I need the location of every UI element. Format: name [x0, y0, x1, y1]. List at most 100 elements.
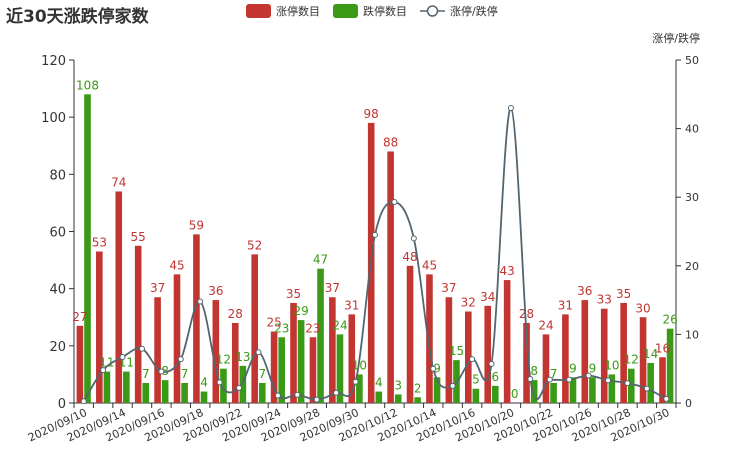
down-bar — [414, 397, 421, 403]
y2-tick-label: 10 — [685, 328, 699, 341]
up-bar-label: 32 — [461, 296, 476, 310]
ratio-point — [546, 376, 553, 383]
legend-item[interactable]: 跌停数目 — [333, 4, 407, 18]
up-bar — [96, 251, 103, 403]
up-bar-label: 31 — [558, 298, 573, 312]
down-bar — [84, 94, 91, 404]
down-bar-label: 3 — [394, 378, 402, 392]
y-tick-label: 0 — [58, 397, 66, 412]
ratio-point — [566, 376, 573, 383]
ratio-point — [138, 345, 145, 352]
up-bar — [134, 245, 142, 403]
down-bar — [142, 382, 150, 403]
up-bar-label: 31 — [344, 298, 359, 312]
down-bar-label: 10 — [352, 358, 367, 372]
ratio-point — [372, 231, 378, 238]
up-bar — [406, 265, 414, 403]
up-bar — [348, 314, 356, 403]
down-bar-label: 11 — [99, 356, 114, 370]
ratio-point — [449, 382, 456, 389]
up-bar — [251, 254, 258, 403]
y2-tick-label: 0 — [685, 397, 692, 410]
down-bar-label: 108 — [76, 78, 99, 92]
down-bar-label: 47 — [313, 253, 328, 267]
ratio-point — [197, 298, 204, 305]
ratio-point — [488, 360, 495, 367]
up-bar-label: 28 — [228, 307, 243, 321]
down-bar — [297, 320, 305, 403]
y2-axis-title: 涨停/跌停 — [652, 31, 700, 45]
ratio-point — [80, 398, 87, 405]
y2-tick-label: 30 — [685, 191, 699, 204]
legend-item[interactable]: 涨停数目 — [246, 4, 320, 18]
up-bar-label: 35 — [286, 287, 301, 301]
up-bar-label: 59 — [189, 218, 204, 232]
down-bar — [608, 374, 616, 403]
up-bar-label: 45 — [422, 258, 437, 272]
up-bar-label: 30 — [635, 301, 650, 315]
up-bar-label: 37 — [150, 281, 165, 295]
y-tick-label: 60 — [49, 226, 66, 241]
ratio-point — [100, 367, 107, 374]
up-bar — [76, 325, 84, 403]
y-tick-label: 120 — [41, 54, 66, 69]
down-bar-label: 14 — [643, 347, 658, 361]
down-bar-label: 0 — [511, 387, 519, 401]
up-bar — [542, 334, 550, 403]
legend-marker — [426, 5, 439, 17]
legend[interactable]: 涨停数目 跌停数目 涨停/跌停 — [246, 4, 498, 18]
down-bar-label: 4 — [200, 376, 208, 390]
ratio-point — [507, 105, 514, 112]
up-bar-label: 45 — [169, 258, 184, 272]
ratio-line — [82, 107, 667, 402]
down-bar — [394, 394, 402, 403]
down-bar — [336, 334, 344, 403]
up-bar-label: 37 — [441, 281, 456, 295]
up-bar-label: 24 — [538, 318, 553, 332]
up-bar-label: 23 — [305, 321, 320, 335]
down-bar-label: 6 — [491, 370, 499, 384]
y2-tick-label: 50 — [685, 54, 699, 67]
down-bar-label: 29 — [293, 304, 308, 318]
down-bar-label: 13 — [235, 350, 250, 364]
up-bar — [193, 234, 200, 403]
ratio-point — [236, 384, 243, 391]
up-bar — [426, 274, 433, 403]
up-bar — [329, 297, 336, 403]
up-bar-label: 36 — [577, 284, 592, 298]
down-bar-label: 8 — [530, 364, 538, 378]
up-bar — [581, 300, 589, 403]
up-bar-label: 48 — [402, 250, 417, 264]
legend-label: 跌停数目 — [363, 4, 407, 18]
up-bar-label: 33 — [597, 293, 612, 307]
up-bar — [484, 305, 492, 403]
y-tick-label: 40 — [49, 283, 66, 298]
down-bar-label: 24 — [332, 318, 347, 332]
up-bar — [154, 297, 161, 403]
down-bar-label: 9 — [589, 361, 597, 375]
down-bar — [666, 328, 674, 403]
up-bar — [464, 311, 472, 403]
down-bar — [375, 391, 383, 403]
up-bar-label: 25 — [266, 316, 281, 330]
y-tick-label: 20 — [49, 340, 66, 355]
down-bar-label: 12 — [624, 353, 639, 367]
ratio-point — [391, 199, 398, 206]
ratio-point — [585, 372, 592, 379]
ratio-point — [352, 378, 359, 385]
up-bar-label: 28 — [519, 307, 534, 321]
down-bar-label: 23 — [274, 321, 289, 335]
down-bar — [123, 371, 130, 403]
down-bar-label: 7 — [258, 367, 266, 381]
ratio-point — [469, 356, 476, 363]
ratio-point — [333, 389, 340, 396]
ratio-line-layer — [80, 105, 670, 405]
down-bar — [589, 377, 596, 403]
up-bar — [562, 314, 569, 403]
down-bar — [647, 362, 654, 403]
down-bar-label: 5 — [472, 373, 480, 387]
up-bar-label: 37 — [325, 281, 340, 295]
up-bar-label: 27 — [72, 310, 87, 324]
legend-item[interactable]: 涨停/跌停 — [420, 4, 498, 18]
